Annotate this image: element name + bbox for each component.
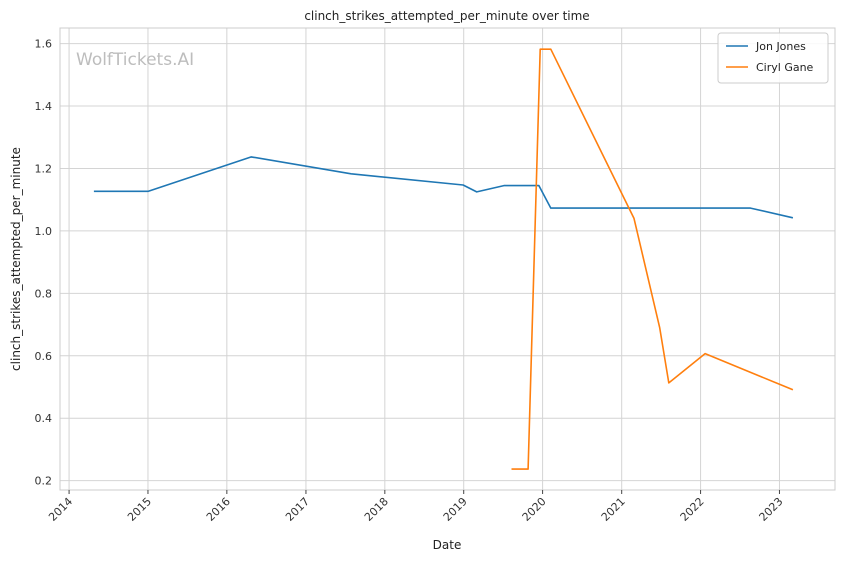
legend-label: Jon Jones — [755, 40, 806, 53]
y-tick-label: 1.4 — [35, 100, 53, 113]
watermark: WolfTickets.AI — [76, 50, 194, 70]
legend: Jon Jones Ciryl Gane — [717, 32, 829, 84]
y-tick-label: 0.8 — [35, 287, 53, 300]
y-tick-label: 0.4 — [35, 412, 53, 425]
y-axis-label: clinch_strikes_attempted_per_minute — [9, 147, 23, 371]
x-axis-label: Date — [433, 538, 462, 552]
series-line-1 — [93, 156, 794, 219]
grid — [60, 28, 835, 490]
chart-title: clinch_strikes_attempted_per_minute over… — [304, 9, 589, 23]
plot-area-frame — [59, 27, 836, 491]
series-layer — [93, 48, 794, 470]
legend-label: Ciryl Gane — [756, 61, 814, 74]
y-tick-label: 0.2 — [35, 475, 53, 488]
y-tick-label: 1.0 — [35, 225, 53, 238]
y-tick-label: 0.6 — [35, 350, 53, 363]
y-tick-label: 1.6 — [35, 38, 53, 51]
y-tick-label: 1.2 — [35, 162, 53, 175]
series-line-2 — [511, 48, 794, 470]
y-tick-labels: 0.2 0.4 0.6 0.8 1.0 1.2 1.4 1.6 — [35, 38, 53, 488]
